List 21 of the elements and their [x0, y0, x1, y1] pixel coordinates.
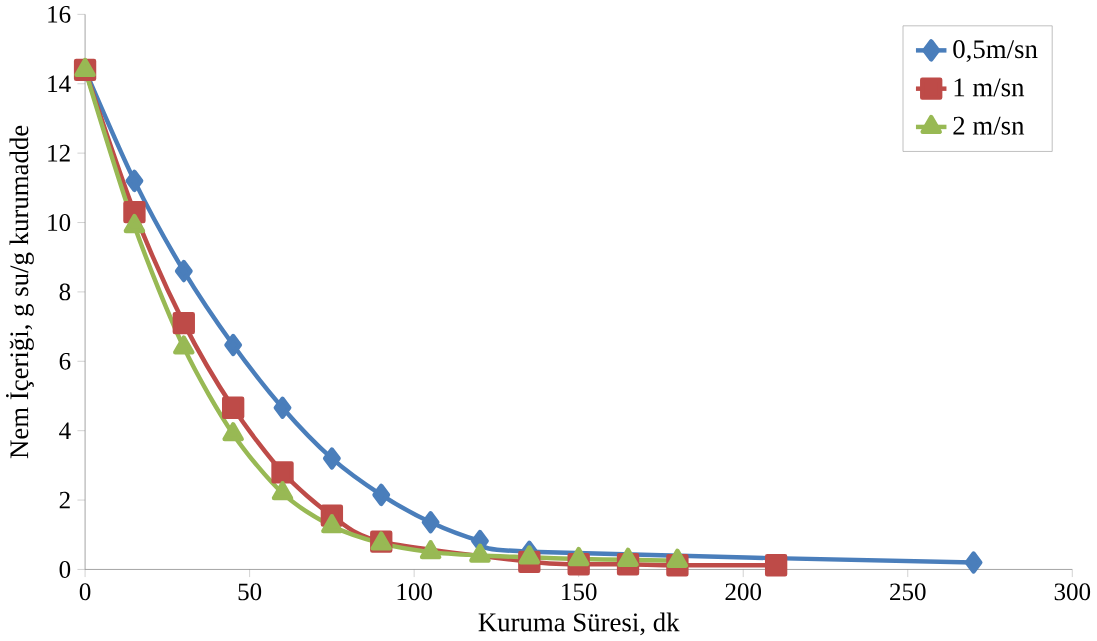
y-tick-label: 16: [48, 5, 71, 23]
x-axis-title: Kuruma Süresi, dk: [478, 612, 680, 636]
y-tick-label: 4: [59, 422, 71, 439]
legend-label: 2 m/sn: [953, 116, 1025, 135]
x-tick-label: 200: [725, 583, 762, 601]
x-tick-label: 100: [397, 583, 432, 601]
y-tick-label: 8: [59, 283, 71, 301]
y-tick-label: 12: [48, 144, 70, 162]
x-tick-label: 300: [1054, 583, 1091, 601]
y-tick-label: 0: [59, 560, 71, 578]
x-tick-label: 50: [238, 583, 262, 601]
y-tick-label: 6: [59, 352, 71, 370]
x-tick-label: 0: [79, 583, 91, 601]
legend-label: 0,5m/sn: [953, 40, 1038, 62]
legend-label: 1 m/sn: [954, 78, 1025, 97]
y-tick-label: 10: [48, 213, 71, 231]
y-axis-title: Nem İçeriği, g su/g kurumadde: [5, 125, 34, 459]
y-tick-label: 14: [48, 75, 71, 92]
x-tick-label: 150: [562, 583, 597, 601]
y-tick-label: 2: [59, 491, 70, 509]
x-tick-label: 250: [890, 583, 926, 601]
